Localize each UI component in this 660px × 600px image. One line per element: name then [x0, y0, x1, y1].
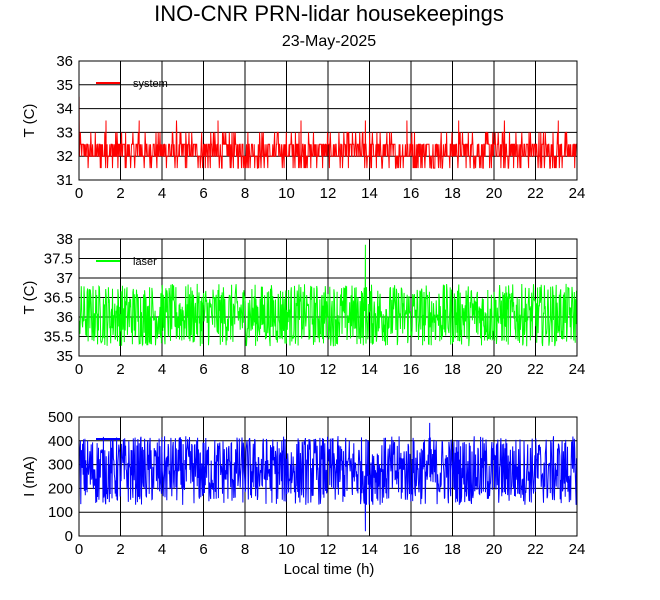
x-tick-label: 10 [278, 361, 295, 378]
y-tick-label: 38 [56, 231, 73, 248]
x-tick-label: 24 [569, 361, 586, 378]
x-tick-label: 4 [158, 541, 166, 558]
y-tick-label: 36 [56, 53, 73, 70]
x-tick-label: 12 [320, 541, 337, 558]
y-tick-label: 31 [56, 172, 73, 189]
y-axis-label: T (C) [21, 104, 38, 138]
chart-title: INO-CNR PRN-lidar housekeepings [154, 1, 504, 26]
x-tick-label: 8 [241, 361, 249, 378]
y-axis-label: I (mA) [21, 456, 38, 497]
x-tick-label: 2 [116, 541, 124, 558]
x-tick-label: 16 [403, 361, 420, 378]
x-tick-label: 20 [486, 361, 503, 378]
x-tick-label: 4 [158, 361, 166, 378]
panel-2: 0 2 4 6 8 10 12 14 16 18 20 22 243535.53636.53737.53… [21, 231, 585, 378]
x-tick-label: 0 [75, 541, 83, 558]
y-tick-label: 0 [65, 528, 73, 545]
x-tick-label: 16 [403, 541, 420, 558]
y-tick-label: 32 [56, 148, 73, 165]
y-tick-label: 300 [48, 457, 73, 474]
y-axis-label: T (C) [21, 281, 38, 315]
x-tick-label: 6 [199, 185, 207, 202]
x-tick-label: 22 [527, 361, 544, 378]
series-line-selected [78, 422, 578, 532]
x-tick-label: 12 [320, 361, 337, 378]
x-tick-label: 10 [278, 541, 295, 558]
x-tick-label: 24 [569, 541, 586, 558]
x-tick-label: 20 [486, 185, 503, 202]
y-tick-label: 34 [56, 101, 73, 118]
x-tick-label: 16 [403, 185, 420, 202]
y-tick-label: 500 [48, 409, 73, 426]
x-tick-label: 18 [444, 361, 461, 378]
x-tick-label: 0 [75, 185, 83, 202]
x-tick-label: 24 [569, 185, 586, 202]
x-tick-label: 0 [75, 361, 83, 378]
x-axis-label: Local time (h) [284, 561, 375, 578]
series-line-system [78, 68, 577, 169]
y-tick-label: 33 [56, 124, 73, 141]
x-tick-label: 18 [444, 185, 461, 202]
y-tick-label: 100 [48, 504, 73, 521]
x-tick-label: 22 [527, 185, 544, 202]
series-line-laser [78, 244, 578, 347]
x-tick-label: 14 [361, 185, 378, 202]
y-tick-label: 200 [48, 480, 73, 497]
legend-label: system [133, 78, 168, 90]
y-tick-label: 36 [56, 309, 73, 326]
y-tick-label: 37.5 [44, 251, 73, 268]
x-tick-label: 2 [116, 361, 124, 378]
x-tick-label: 14 [361, 361, 378, 378]
x-tick-label: 6 [199, 361, 207, 378]
y-tick-label: 35 [56, 77, 73, 94]
x-tick-label: 2 [116, 185, 124, 202]
x-tick-label: 8 [241, 185, 249, 202]
x-tick-label: 8 [241, 541, 249, 558]
x-tick-label: 14 [361, 541, 378, 558]
x-tick-label: 22 [527, 541, 544, 558]
x-tick-label: 10 [278, 185, 295, 202]
y-tick-label: 37 [56, 270, 73, 287]
y-tick-label: 36.5 [44, 290, 73, 307]
x-tick-label: 12 [320, 185, 337, 202]
x-tick-label: 18 [444, 541, 461, 558]
y-tick-label: 35 [56, 348, 73, 365]
x-tick-label: 4 [158, 185, 166, 202]
x-tick-label: 6 [199, 541, 207, 558]
legend-label: laser [133, 256, 157, 268]
x-tick-label: 20 [486, 541, 503, 558]
y-tick-label: 35.5 [44, 329, 73, 346]
y-tick-label: 400 [48, 433, 73, 450]
chart-subtitle: 23-May-2025 [282, 33, 376, 50]
